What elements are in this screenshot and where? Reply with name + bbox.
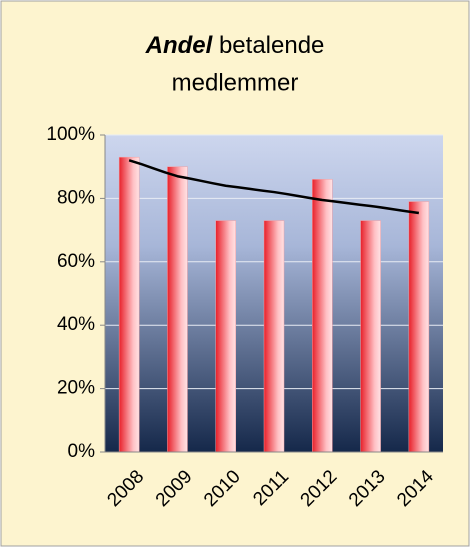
chart-title: Andel betalende: [145, 32, 325, 59]
y-tick-label: 20%: [57, 378, 95, 399]
y-tick-label: 40%: [57, 314, 95, 335]
title-line1: betalende: [219, 32, 324, 59]
bar: [408, 201, 430, 453]
y-tick-label: 60%: [57, 251, 95, 272]
title-bold: Andel: [145, 32, 214, 59]
y-tick-label: 100%: [46, 124, 95, 145]
bar: [118, 156, 140, 453]
bar: [167, 166, 188, 453]
title-line2: medlemmer: [172, 69, 299, 96]
bar: [215, 220, 236, 453]
trendline: [128, 159, 420, 215]
bar: [312, 179, 333, 453]
bar: [263, 220, 285, 453]
y-tick-label: 0%: [68, 441, 96, 462]
bar: [360, 220, 381, 453]
y-tick-label: 80%: [57, 187, 95, 208]
